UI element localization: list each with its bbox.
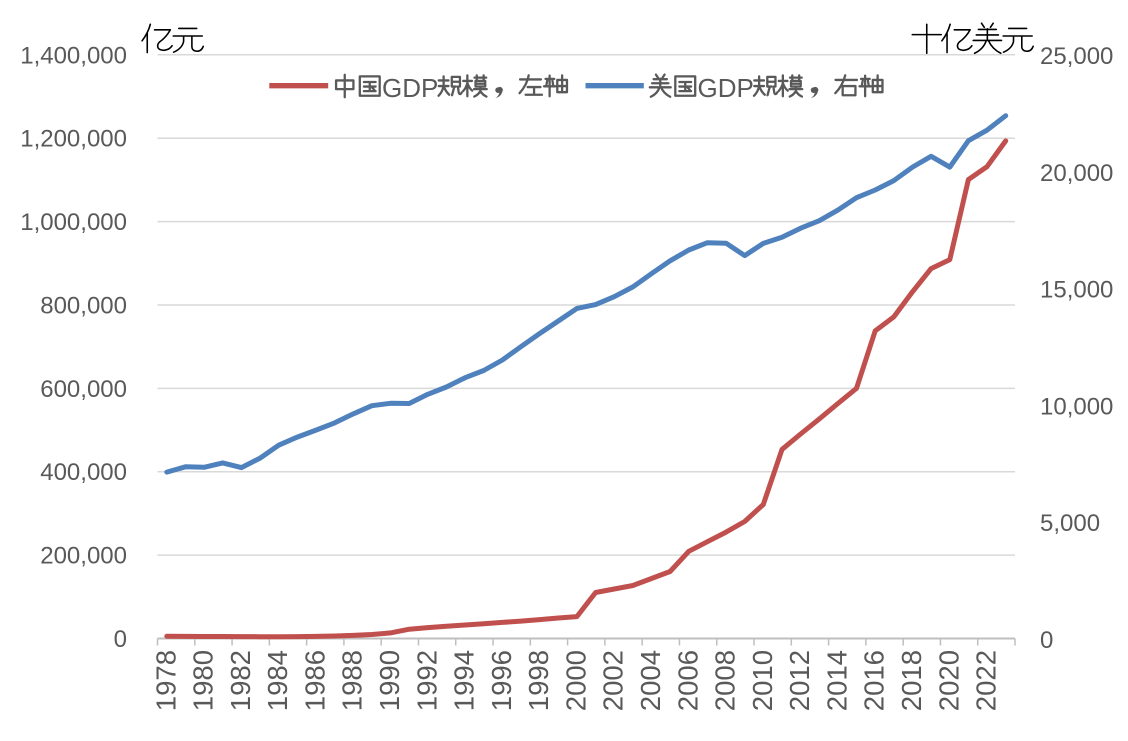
svg-text:0: 0	[1040, 627, 1053, 654]
svg-text:1990: 1990	[374, 650, 405, 711]
svg-text:20,000: 20,000	[1040, 160, 1113, 187]
svg-text:1994: 1994	[449, 650, 480, 711]
svg-text:1980: 1980	[188, 650, 219, 711]
svg-text:2012: 2012	[784, 650, 815, 711]
svg-text:1978: 1978	[150, 650, 181, 711]
svg-text:800,000: 800,000	[40, 292, 127, 319]
svg-text:2022: 2022	[971, 650, 1002, 711]
svg-text:2004: 2004	[635, 650, 666, 711]
svg-text:10,000: 10,000	[1040, 393, 1113, 420]
svg-text:2000: 2000	[560, 650, 591, 711]
svg-text:2010: 2010	[747, 650, 778, 711]
svg-text:1982: 1982	[225, 650, 256, 711]
svg-text:1984: 1984	[262, 650, 293, 711]
svg-text:400,000: 400,000	[40, 459, 127, 486]
svg-text:2014: 2014	[821, 650, 852, 711]
svg-text:1988: 1988	[337, 650, 368, 711]
svg-text:2016: 2016	[859, 650, 890, 711]
svg-text:1996: 1996	[486, 650, 517, 711]
svg-text:2006: 2006	[672, 650, 703, 711]
svg-text:200,000: 200,000	[40, 543, 127, 570]
svg-text:15,000: 15,000	[1040, 277, 1113, 304]
svg-text:0: 0	[114, 626, 127, 653]
svg-text:2018: 2018	[896, 650, 927, 711]
svg-text:GDP: GDP	[698, 73, 754, 103]
svg-text:2008: 2008	[710, 650, 741, 711]
svg-text:1998: 1998	[523, 650, 554, 711]
svg-text:25,000: 25,000	[1040, 43, 1113, 70]
svg-text:2002: 2002	[598, 650, 629, 711]
svg-text:1,200,000: 1,200,000	[20, 126, 127, 153]
svg-text:1,400,000: 1,400,000	[20, 42, 127, 69]
svg-text:1,000,000: 1,000,000	[20, 209, 127, 236]
svg-text:1986: 1986	[300, 650, 331, 711]
svg-text:2020: 2020	[933, 650, 964, 711]
svg-text:GDP: GDP	[382, 73, 438, 103]
svg-text:5,000: 5,000	[1040, 510, 1100, 537]
svg-text:1992: 1992	[411, 650, 442, 711]
svg-text:600,000: 600,000	[40, 376, 127, 403]
